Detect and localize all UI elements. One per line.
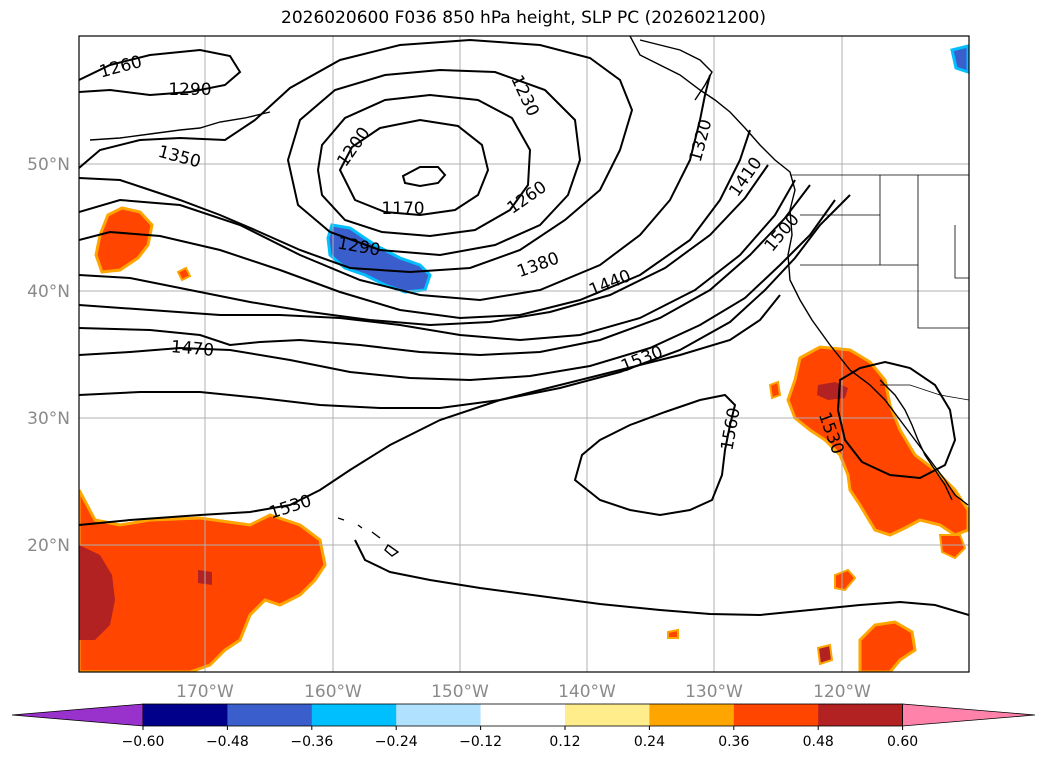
anomaly-dot-east-1 [768, 380, 782, 400]
coastline-baja [879, 379, 953, 501]
contour-1320 [79, 74, 711, 302]
anomaly-dot-east-2 [834, 568, 857, 592]
longitude-label: 120°W [813, 682, 871, 702]
anomaly-patch-negative-northeast [950, 44, 969, 74]
contour-1170 [401, 166, 447, 188]
contour-label: 1560 [717, 406, 744, 452]
contour-1500 [79, 194, 851, 409]
contour-label: 1380 [515, 249, 562, 283]
colorbar-tick-label: −0.12 [459, 734, 502, 750]
colorbar-segment [396, 704, 482, 726]
colorbar-extend-min [11, 703, 144, 727]
longitude-label: 150°W [431, 682, 489, 702]
anomaly-dot-south-2 [667, 628, 679, 639]
colorbar-segment [649, 704, 735, 726]
contour-label: 1470 [170, 337, 215, 361]
contour-1260-west [79, 48, 242, 97]
contour-label: 1350 [156, 142, 203, 173]
colorbar-segment [227, 704, 313, 726]
colorbar-tick-labels: −0.60 −0.48 −0.36 −0.24 −0.12 0.12 0.24 0.36 0.4… [122, 726, 918, 750]
colorbar-segment [818, 704, 904, 726]
latitude-axis: 50°N 40°N 30°N 20°N [27, 155, 70, 556]
contour-1380 [79, 164, 769, 327]
colorbar-tick-label: 0.12 [549, 734, 580, 750]
contour-label: 1320 [686, 117, 717, 164]
colorbar-tick-label: −0.48 [206, 734, 249, 750]
latitude-label: 30°N [27, 409, 70, 429]
map-frame [78, 35, 970, 673]
colorbar-segment [480, 704, 566, 726]
colorbar-tick-label: −0.36 [290, 734, 333, 750]
colorbar [11, 703, 1036, 727]
contour-1350 [79, 129, 751, 320]
contour-label: 1530 [618, 342, 666, 377]
contour-1410 [79, 179, 796, 342]
gridlines [79, 36, 969, 672]
colorbar-tick-label: 0.60 [887, 734, 918, 750]
border-states [800, 175, 969, 329]
anomaly-patch-west [94, 206, 154, 274]
latitude-label: 50°N [27, 155, 70, 175]
anomaly-core-southwest [79, 545, 115, 640]
coastline-alaska-islands [89, 111, 271, 141]
coastline-hawaii [337, 517, 400, 557]
contour-label: 1260 [97, 52, 144, 83]
contour-label: 1530 [267, 491, 314, 523]
contour-1470 [79, 199, 836, 382]
contour-label: 1290 [168, 80, 211, 100]
contour-1200 [338, 118, 490, 217]
colorbar-tick-label: −0.24 [375, 734, 418, 750]
negative-anomaly-shading [326, 44, 969, 294]
colorbar-tick-label: −0.60 [122, 734, 165, 750]
contour-1290 [79, 38, 634, 274]
positive-anomaly-shading [79, 206, 969, 672]
contour-label: 1170 [381, 199, 424, 219]
colorbar-segment [311, 704, 397, 726]
coastlines [89, 36, 969, 557]
contour-1530-east [836, 360, 957, 480]
height-contours [79, 38, 969, 617]
latitude-label: 40°N [27, 282, 70, 302]
longitude-axis: 170°W 160°W 150°W 140°W 130°W 120°W [176, 682, 871, 702]
colorbar-segment [565, 704, 650, 726]
coastline-alaska [639, 39, 713, 101]
colorbar-segment [143, 704, 228, 726]
coastline-north-america [629, 36, 969, 506]
colorbar-tick-label: 0.24 [634, 734, 665, 750]
border-us-mexico [880, 384, 969, 401]
anomaly-patch-south-east [858, 620, 917, 672]
anomaly-dot-east-3 [938, 534, 967, 560]
contour-label-layer: 1260 1290 1350 1200 1170 1290 1230 1260 … [97, 52, 847, 524]
latitude-label: 20°N [27, 536, 70, 556]
contour-1530-main [79, 294, 781, 526]
map-title: 2026020600 F036 850 hPa height, SLP PC (… [281, 8, 766, 28]
anomaly-dot-south-1 [816, 643, 834, 666]
colorbar-tick-label: 0.36 [718, 734, 749, 750]
anomaly-dot-west [176, 266, 192, 282]
contour-label: 1230 [506, 72, 542, 120]
longitude-label: 130°W [685, 682, 743, 702]
longitude-label: 160°W [304, 682, 362, 702]
anomaly-patch-east [786, 345, 969, 537]
colorbar-tick-label: 0.48 [803, 734, 834, 750]
contour-1230 [316, 93, 532, 238]
colorbar-extend-max [902, 703, 1036, 727]
colorbar-frame [142, 703, 903, 727]
colorbar-segment [733, 704, 819, 726]
contour-1560 [573, 393, 737, 517]
longitude-label: 140°W [558, 682, 616, 702]
contour-1530-south [354, 539, 969, 617]
map-area: 1260 1290 1350 1200 1170 1290 1230 1260 … [79, 36, 969, 672]
longitude-label: 170°W [176, 682, 234, 702]
contour-1440 [79, 184, 811, 357]
contour-1260 [286, 68, 582, 257]
